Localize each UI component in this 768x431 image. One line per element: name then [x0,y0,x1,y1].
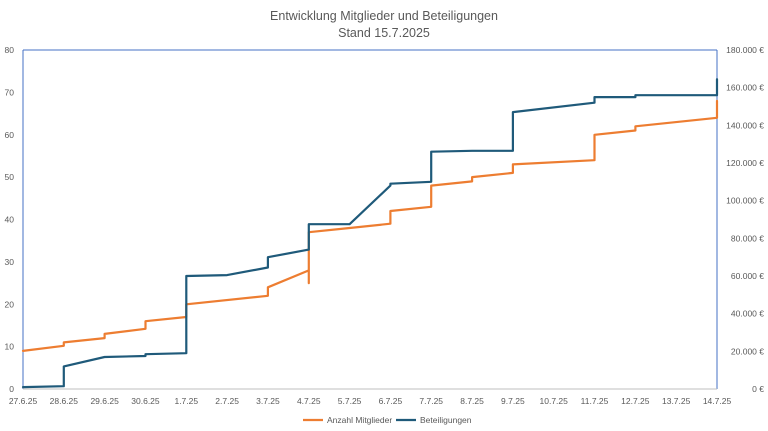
y-right-tick-label: 180.000 € [726,45,764,55]
x-tick-label: 5.7.25 [338,396,362,406]
y-left-tick-label: 50 [5,172,15,182]
x-tick-label: 27.6.25 [9,396,38,406]
y-right-tick-label: 60.000 € [731,271,764,281]
x-tick-label: 10.7.25 [540,396,569,406]
y-right-tick-label: 80.000 € [731,233,764,243]
y-right-tick-label: 140.000 € [726,120,764,130]
x-tick-label: 7.7.25 [419,396,443,406]
y-right-tick-label: 0 € [752,384,764,394]
x-tick-label: 4.7.25 [297,396,321,406]
x-tick-label: 11.7.25 [581,396,609,406]
y-left-tick-label: 20 [5,299,15,309]
y-left-tick-label: 80 [5,45,15,55]
x-tick-label: 2.7.25 [215,396,239,406]
x-tick-label: 6.7.25 [379,396,403,406]
y-right-tick-label: 160.000 € [726,83,764,93]
y-right-tick-label: 40.000 € [731,309,764,319]
y-left-tick-label: 0 [9,384,14,394]
y-right-tick-label: 20.000 € [731,346,764,356]
legend-label: Anzahl Mitglieder [327,415,392,425]
legend: Anzahl Mitglieder Beteiligungen [303,415,472,425]
axes: 27.6.25 28.6.25 29.6.25 30.6.25 1.7.25 2.7.25… [5,45,765,406]
x-tick-label: 3.7.25 [256,396,280,406]
legend-label: Beteiligungen [420,415,472,425]
x-tick-label: 12.7.25 [621,396,650,406]
x-tick-label: 13.7.25 [662,396,691,406]
members-line [21,99,719,352]
x-tick-label: 29.6.25 [90,396,119,406]
y-left-tick-label: 30 [5,257,15,267]
investments-line [21,78,719,389]
y-left-tick-label: 40 [5,215,15,225]
y-right-tick-label: 100.000 € [726,196,764,206]
y-right-tick-label: 120.000 € [726,158,764,168]
x-tick-label: 9.7.25 [501,396,525,406]
x-tick-label: 1.7.25 [174,396,198,406]
x-tick-label: 14.7.25 [703,396,732,406]
y-left-tick-label: 60 [5,130,15,140]
x-tick-label: 28.6.25 [50,396,79,406]
x-tick-label: 30.6.25 [131,396,160,406]
y-left-tick-label: 10 [5,342,15,352]
chart-title: Entwicklung Mitglieder und Beteiligungen [270,9,498,23]
y-left-tick-label: 70 [5,87,15,97]
chart-subtitle: Stand 15.7.2025 [338,26,430,40]
series-layer [21,78,719,389]
x-tick-label: 8.7.25 [460,396,484,406]
